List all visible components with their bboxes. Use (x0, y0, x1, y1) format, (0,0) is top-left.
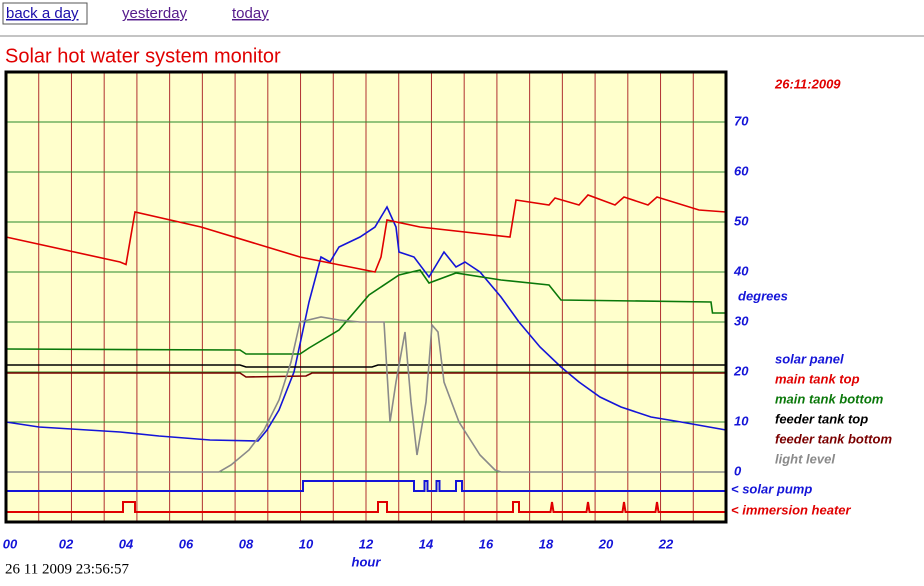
x-tick-label: 00 (3, 536, 18, 551)
x-tick-label: 10 (299, 536, 314, 551)
series-line (6, 364, 726, 368)
state-line (6, 501, 726, 513)
timestamp: 26 11 2009 23:56:57 (5, 561, 130, 577)
y-tick-label: 10 (734, 413, 749, 428)
state-label: < solar pump (731, 481, 812, 496)
y-tick-label: 20 (733, 363, 749, 378)
vertical-grid (6, 72, 726, 522)
x-tick-label: 18 (539, 536, 554, 551)
series-line (5, 194, 727, 273)
legend-label: main tank top (775, 371, 860, 386)
nav-link[interactable]: back a day (6, 5, 79, 22)
x-tick-label: 20 (598, 536, 614, 551)
plot-border (4, 70, 728, 524)
y-axis-title: degrees (738, 288, 788, 303)
state-line (6, 480, 726, 492)
nav-link[interactable]: today (232, 5, 269, 22)
focus-ring (2, 2, 88, 25)
x-axis-title: hour (352, 554, 382, 569)
state-label: < immersion heater (731, 502, 852, 517)
x-tick-label: 16 (479, 536, 494, 551)
x-tick-label: 02 (59, 536, 74, 551)
x-tick-label: 12 (359, 536, 374, 551)
date: 26:11:2009 (774, 76, 841, 91)
y-tick-label: 70 (734, 113, 749, 128)
y-tick-label: 60 (734, 163, 749, 178)
x-tick-label: 14 (419, 536, 434, 551)
series-line (5, 269, 726, 355)
y-tick-label: 30 (734, 313, 749, 328)
nav-link[interactable]: yesterday (122, 5, 188, 22)
y-tick-label: 50 (734, 213, 749, 228)
x-tick-label: 04 (119, 536, 134, 551)
page-title: Solar hot water system monitor (5, 45, 281, 67)
x-tick-label: 22 (658, 536, 674, 551)
x-tick-label: 06 (179, 536, 194, 551)
series-line (6, 372, 726, 378)
series-line (6, 316, 726, 473)
x-tick-label: 08 (239, 536, 254, 551)
legend-label: solar panel (775, 351, 844, 366)
series-line (5, 205, 727, 442)
legend-label: feeder tank top (775, 411, 868, 426)
plot (5, 194, 727, 513)
legend-label: main tank bottom (775, 391, 884, 406)
y-tick-label: 0 (734, 463, 742, 478)
legend-label: light level (775, 451, 835, 466)
y-tick-label: 40 (733, 263, 749, 278)
legend-label: feeder tank bottom (775, 431, 892, 446)
